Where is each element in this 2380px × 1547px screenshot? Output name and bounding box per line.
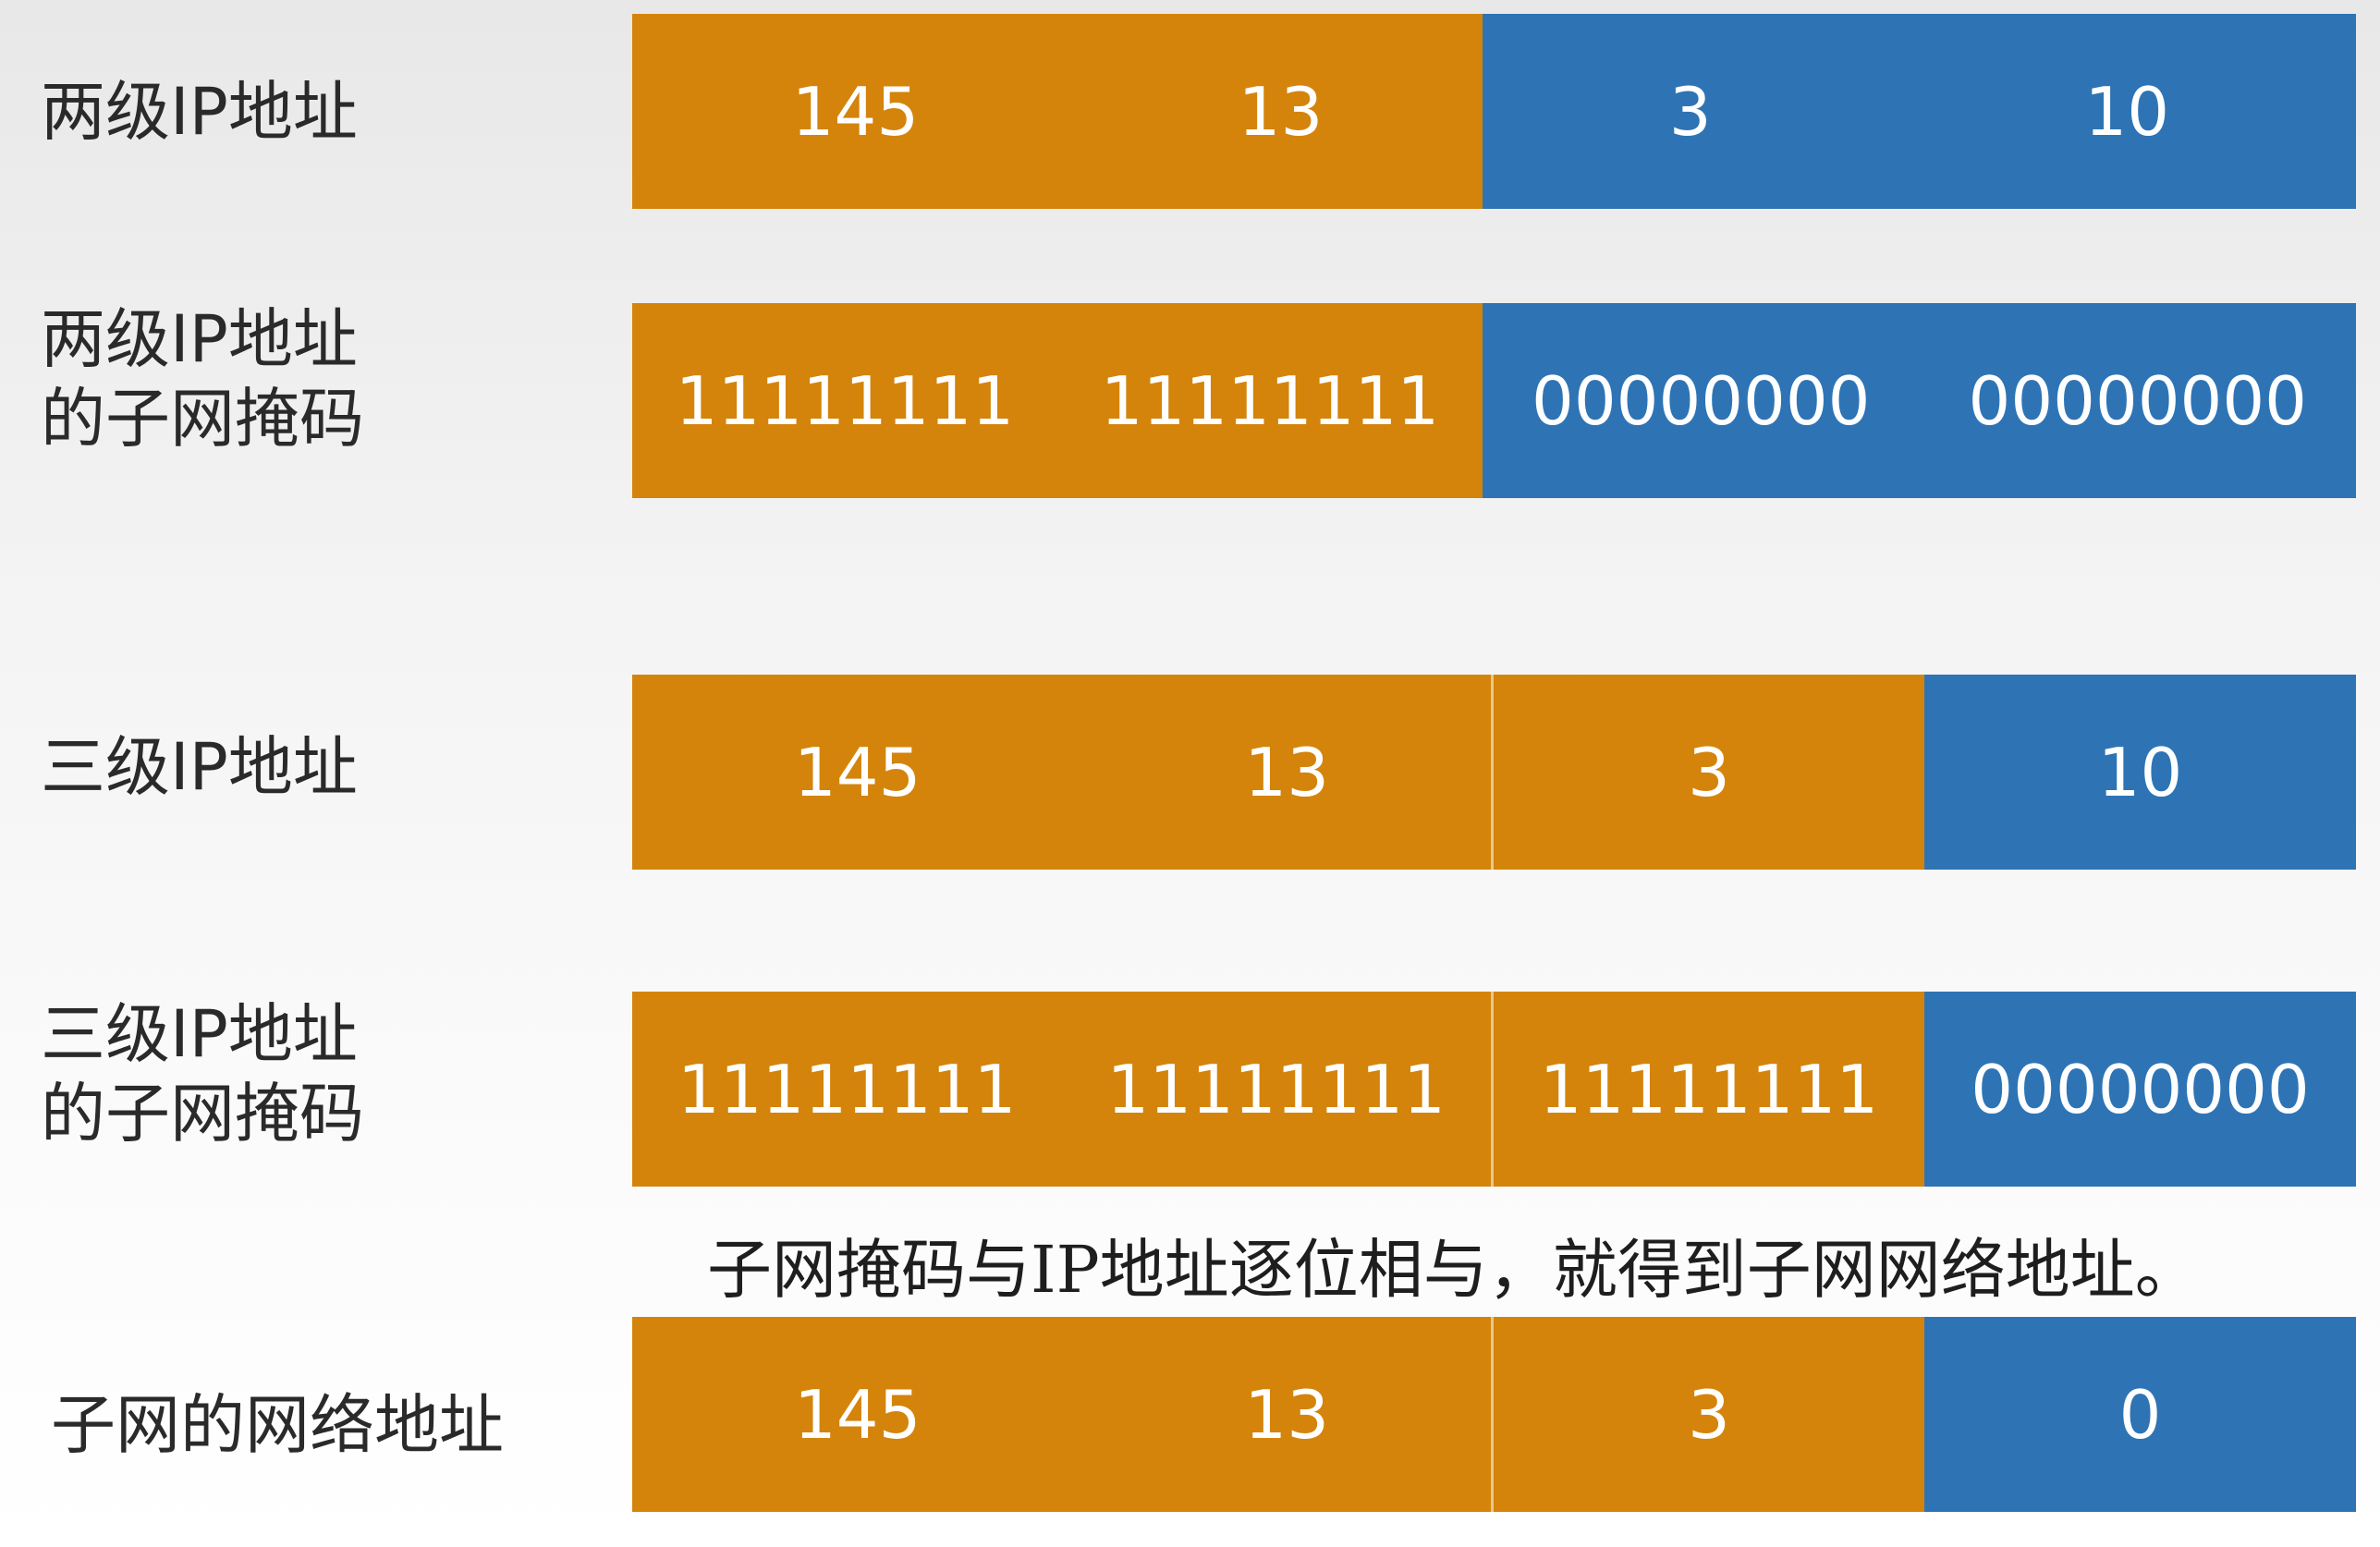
octet-value: 10 bbox=[2097, 733, 2183, 811]
host-part-segment: 10 bbox=[1924, 675, 2356, 870]
octet-value: 3 bbox=[1668, 72, 1712, 151]
octet-value: 00000000 bbox=[1532, 361, 1871, 440]
octet-value: 145 bbox=[793, 733, 921, 811]
octet-value: 10 bbox=[2084, 72, 2170, 151]
octet-value: 11111111 bbox=[675, 361, 1015, 440]
octet-value: 11111111 bbox=[1106, 1050, 1446, 1128]
octet-value: 13 bbox=[1244, 733, 1330, 811]
row-label-three-level-ip: 三级IP地址 bbox=[41, 729, 358, 805]
row-label-subnet-network-address: 子网的网络地址 bbox=[51, 1387, 504, 1463]
host-part-segment: 00000000 bbox=[1924, 992, 2356, 1187]
octet-value: 13 bbox=[1238, 72, 1324, 151]
two-level-mask-bar: 11111111 11111111 00000000 00000000 bbox=[632, 303, 2356, 498]
octet-value: 00000000 bbox=[1971, 1050, 2310, 1128]
host-part-segment: 00000000 00000000 bbox=[1483, 303, 2356, 498]
octet-value: 145 bbox=[791, 72, 920, 151]
octet-value: 3 bbox=[1688, 733, 1730, 811]
subnet-part-segment: 3 bbox=[1491, 675, 1924, 870]
two-level-ip-bar: 145 13 3 10 bbox=[632, 14, 2356, 209]
network-part-segment: 145 13 bbox=[632, 14, 1483, 209]
row-label-two-level-ip: 两级IP地址 bbox=[41, 74, 358, 150]
row-label-two-level-mask: 两级IP地址 的子网掩码 bbox=[41, 301, 364, 457]
octet-value: 0 bbox=[2118, 1375, 2162, 1454]
host-part-segment: 3 10 bbox=[1483, 14, 2356, 209]
subnet-network-address-bar: 145 13 3 0 bbox=[632, 1317, 2356, 1512]
octet-value: 3 bbox=[1688, 1375, 1730, 1454]
octet-value: 145 bbox=[793, 1375, 921, 1454]
network-part-segment: 11111111 11111111 bbox=[632, 992, 1491, 1187]
three-level-ip-bar: 145 13 3 10 bbox=[632, 675, 2356, 870]
subnet-part-segment: 11111111 bbox=[1491, 992, 1924, 1187]
host-part-segment: 0 bbox=[1924, 1317, 2356, 1512]
network-part-segment: 145 13 bbox=[632, 1317, 1491, 1512]
octet-value: 00000000 bbox=[1968, 361, 2307, 440]
network-part-segment: 145 13 bbox=[632, 675, 1491, 870]
octet-value: 13 bbox=[1244, 1375, 1330, 1454]
subnet-part-segment: 3 bbox=[1491, 1317, 1924, 1512]
row-label-three-level-mask: 三级IP地址 的子网掩码 bbox=[41, 996, 364, 1151]
and-operation-note: 子网掩码与IP地址逐位相与，就得到子网网络地址。 bbox=[707, 1232, 2200, 1308]
octet-value: 11111111 bbox=[677, 1050, 1017, 1128]
three-level-mask-bar: 11111111 11111111 11111111 00000000 bbox=[632, 992, 2356, 1187]
octet-value: 11111111 bbox=[1100, 361, 1440, 440]
octet-value: 11111111 bbox=[1539, 1050, 1879, 1128]
network-part-segment: 11111111 11111111 bbox=[632, 303, 1483, 498]
